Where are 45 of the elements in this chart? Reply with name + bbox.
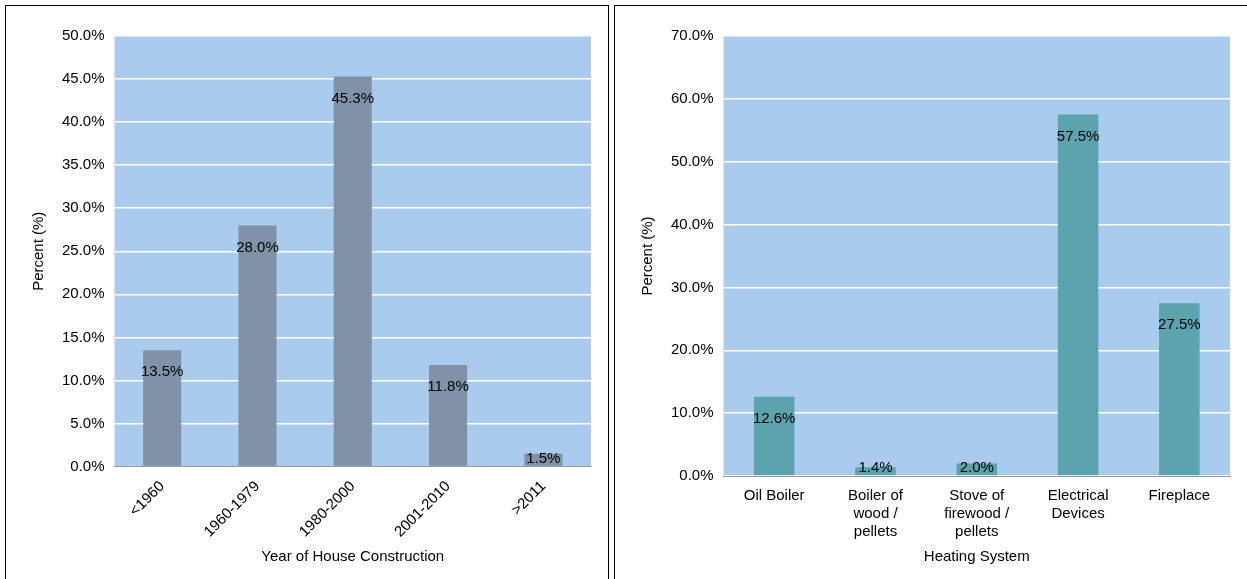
- y-tick-label: 45.0%: [61, 69, 105, 87]
- y-tick-label: 5.0%: [70, 413, 105, 431]
- data-label: 12.6%: [752, 408, 796, 426]
- y-tick-label: 10.0%: [61, 370, 105, 388]
- y-tick-label: 0.0%: [70, 456, 105, 474]
- data-label: 11.8%: [427, 377, 469, 395]
- bar: [753, 396, 795, 476]
- x-axis-title: Year of House Construction: [261, 547, 445, 565]
- bar: [238, 225, 277, 466]
- x-tick-label: Fireplace: [1148, 486, 1211, 504]
- y-tick-label: 10.0%: [670, 403, 714, 421]
- bar: [143, 350, 182, 466]
- data-label: 57.5%: [1056, 126, 1100, 144]
- data-label: 28.0%: [236, 237, 279, 255]
- y-tick-label: 40.0%: [61, 112, 105, 130]
- data-label: 1.5%: [526, 448, 561, 466]
- y-tick-label: 70.0%: [670, 26, 714, 44]
- data-label: 2.0%: [959, 458, 994, 476]
- x-tick-label: Oil Boiler: [743, 486, 805, 504]
- data-label: 27.5%: [1158, 315, 1201, 333]
- data-label: 13.5%: [140, 362, 184, 380]
- y-axis-title: Percent (%): [638, 216, 656, 296]
- x-tick-label: Boiler of wood / pellets: [847, 486, 904, 540]
- y-tick-label: 20.0%: [61, 284, 105, 302]
- y-tick-label: 60.0%: [670, 89, 714, 106]
- bar: [1057, 114, 1099, 476]
- bar: [429, 364, 468, 466]
- bar: [1159, 303, 1200, 476]
- y-tick-label: 0.0%: [679, 466, 714, 484]
- data-label: 45.3%: [331, 88, 375, 106]
- y-tick-label: 20.0%: [670, 340, 714, 358]
- y-axis-title: Percent (%): [29, 211, 47, 291]
- bar: [333, 76, 372, 466]
- x-tick-label: Electrical Devices: [1047, 486, 1109, 522]
- y-tick-label: 35.0%: [61, 155, 105, 173]
- y-tick-label: 50.0%: [61, 26, 105, 44]
- y-tick-label: 40.0%: [670, 214, 714, 232]
- y-tick-label: 15.0%: [61, 327, 105, 345]
- y-tick-label: 25.0%: [61, 241, 105, 259]
- y-tick-label: 50.0%: [670, 151, 714, 169]
- data-label: 1.4%: [858, 458, 893, 476]
- x-tick-label: Stove of firewood / pellets: [944, 486, 1011, 540]
- y-tick-label: 30.0%: [670, 277, 714, 295]
- x-axis-title: Heating System: [923, 547, 1030, 565]
- y-tick-label: 30.0%: [61, 198, 105, 216]
